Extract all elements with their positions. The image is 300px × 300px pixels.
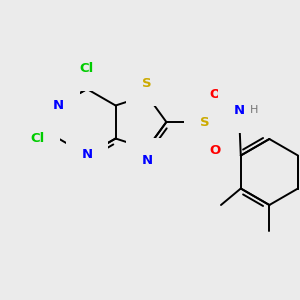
Text: S: S xyxy=(142,77,152,90)
Text: N: N xyxy=(53,99,64,112)
Text: S: S xyxy=(200,116,209,128)
Text: Cl: Cl xyxy=(30,132,44,145)
Text: O: O xyxy=(209,143,220,157)
Text: Cl: Cl xyxy=(80,62,94,75)
Text: H: H xyxy=(250,105,259,115)
Text: N: N xyxy=(141,154,152,167)
Text: O: O xyxy=(209,88,220,100)
Text: N: N xyxy=(234,104,245,117)
Text: N: N xyxy=(81,148,93,161)
